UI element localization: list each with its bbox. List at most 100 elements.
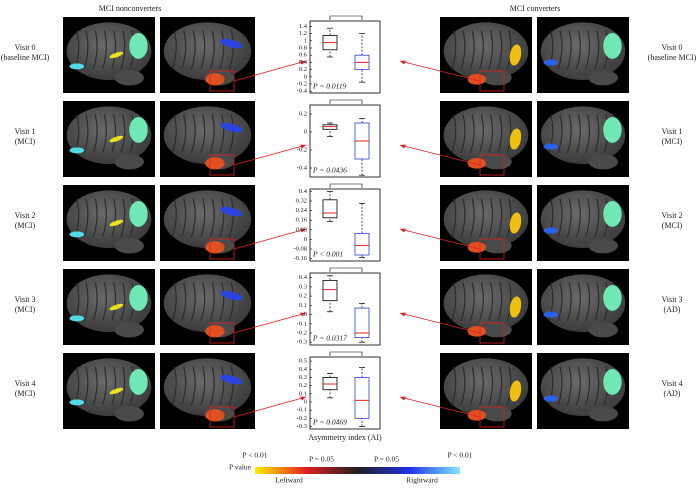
sulcus [451,30,457,69]
arrow-head [400,60,406,65]
significance-bracket [329,99,363,104]
sulcus [228,366,234,405]
sulcus [92,282,98,321]
arrow [233,396,307,418]
sulcus [200,282,206,321]
sulcus [575,30,581,69]
arrow [399,312,481,334]
stage-label: (MCI) [15,137,36,146]
significance-bracket [329,267,363,272]
arrow-head [400,396,406,401]
stage-label: (MCI) [15,389,36,398]
sulcus [585,282,591,321]
sulcus [478,282,484,321]
y-tick-label: 0.1 [299,302,307,309]
sulcus [594,282,600,321]
brain-region [205,73,225,86]
sulcus [585,366,591,405]
brain-image [443,22,529,81]
x-axis-label: Asymmetry index (AI) [308,433,382,442]
sulcus [488,198,494,237]
brain-region [467,242,486,253]
sulcus [120,366,126,405]
cerebellum [114,406,144,422]
y-tick-label: -0.2 [297,329,307,336]
arrow [399,228,481,250]
brain-region [467,410,486,421]
sulcus [190,114,196,153]
sulcus [190,30,196,69]
y-tick-label: 0 [304,311,307,318]
brain-region [69,231,85,238]
p-value: P < 0.001 [312,250,343,259]
plot-frame [309,356,381,430]
brain-region [603,284,622,311]
cerebellum [588,154,618,170]
brain-image [540,274,626,333]
sulcus [557,198,563,237]
y-tick-label: -0.1 [297,407,307,414]
box [354,307,370,339]
y-tick-label: 0.2 [299,110,307,117]
colorbar-direction: Rightward [406,476,438,485]
cerebellum [482,322,512,338]
y-tick-label: -0.08 [293,245,307,252]
sulcus [469,366,475,405]
arrow-head [300,228,306,233]
y-tick-label: 1.2 [299,30,307,37]
y-tick-label: -0.3 [297,423,307,430]
sulcus [92,114,98,153]
cerebellum [114,154,144,170]
sulcus [171,198,177,237]
sulcus [83,282,89,321]
sulcus [120,114,126,153]
cerebellum [588,322,618,338]
cerebellum [588,406,618,422]
arrow [399,396,481,418]
y-tick-label: 0.16 [296,217,308,224]
brain-image [66,190,152,249]
sulcus [92,198,98,237]
sulcus [200,366,206,405]
y-tick-label: 0 [304,398,307,405]
y-tick-label: 0 [304,236,307,243]
brain-region [467,158,486,169]
arrow-head [300,144,306,149]
sulcus [557,282,563,321]
sulcus [111,30,117,69]
sulcus [585,198,591,237]
y-tick-label: 0.5 [299,358,307,365]
visit-label: Visit 2 [661,211,682,220]
visit-label: Visit 4 [661,379,682,388]
stage-label: (AD) [664,389,681,398]
sulcus [506,198,512,237]
sulcus [228,114,234,153]
sulcus [497,282,503,321]
stage-label: (MCI) [662,137,683,146]
colorbar-label: P = 0.05 [374,455,399,464]
sulcus [171,114,177,153]
y-tick-label: -0.4 [297,88,308,95]
sulcus [219,30,225,69]
y-tick-label: 0.4 [299,188,308,195]
colorbar-direction: Leftward [275,476,303,485]
brain-region [129,284,148,311]
y-tick-label: 0 [304,128,307,135]
colorbar-label: P = 0.05 [309,455,334,464]
brain-image [540,190,626,249]
y-tick-label: 0.6 [299,52,308,59]
sulcus [111,282,117,321]
brain-region [109,51,124,59]
sulcus [200,198,206,237]
arrow-head [400,144,406,149]
sulcus [575,282,581,321]
sulcus [469,114,475,153]
brain-region [603,32,622,59]
sulcus [451,114,457,153]
colorbar-label: P < 0.01 [448,451,473,460]
sulcus [469,30,475,69]
sulcus [181,30,187,69]
stage-label: (AD) [664,305,681,314]
sulcus [585,30,591,69]
sulcus [181,366,187,405]
